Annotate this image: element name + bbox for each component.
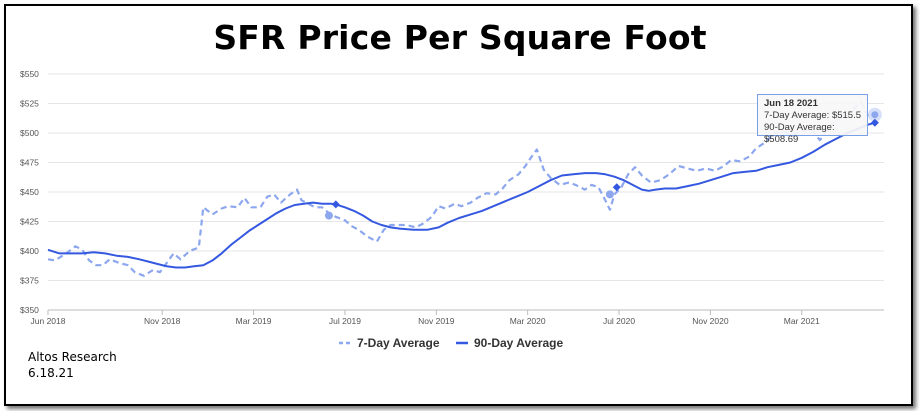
marker-layer (324, 107, 882, 220)
sample-point-7-day[interactable] (324, 211, 333, 220)
tooltip-90-day-value: 90-Day Average: $508.69 (764, 122, 835, 145)
hover-point-7-day[interactable] (871, 111, 879, 119)
chart-title: SFR Price Per Square Foot (213, 18, 707, 57)
y-tick-label: $525 (20, 99, 39, 109)
source-date: 6.18.21 (28, 366, 74, 380)
y-axis-ticks: $350 $375 $400 $425 $450 $475 $500 $525 $550 (20, 69, 39, 315)
x-tick-label: Jul 2019 (329, 316, 361, 326)
y-tick-label: $500 (20, 128, 39, 138)
hover-point-90-day[interactable] (870, 118, 879, 127)
x-axis: Jun 2018 Nov 2018 Mar 2019 Jul 2019 Nov 2019… (31, 309, 884, 326)
y-tick-label: $450 (20, 187, 39, 197)
x-tick-label: Nov 2018 (144, 316, 181, 326)
series-7-day-line[interactable] (47, 101, 876, 277)
tooltip-date: Jun 18 2021 (764, 98, 818, 109)
series-layer (47, 101, 876, 277)
legend-label-90-day[interactable]: 90-Day Average (474, 336, 563, 350)
x-tick-label: Jul 2020 (603, 316, 635, 326)
y-tick-label: $375 (20, 276, 39, 286)
x-tick-label: Nov 2020 (692, 316, 729, 326)
legend[interactable]: 7-Day Average 90-Day Average (339, 336, 563, 350)
series-90-day-line[interactable] (47, 121, 876, 269)
x-tick-label: Mar 2021 (784, 316, 820, 326)
y-tick-label: $425 (20, 217, 39, 227)
source-note: Altos Research 6.18.21 (28, 349, 117, 381)
sample-point-90-day[interactable] (331, 200, 340, 209)
x-tick-label: Nov 2019 (418, 316, 455, 326)
y-tick-label: $400 (20, 246, 39, 256)
sample-point-7-day[interactable] (605, 190, 614, 199)
sample-point-90-day[interactable] (612, 183, 621, 192)
legend-label-7-day[interactable]: 7-Day Average (357, 336, 440, 350)
y-tick-label: $350 (20, 305, 39, 315)
x-tick-label: Mar 2020 (510, 316, 546, 326)
x-tick-label: Mar 2019 (236, 316, 272, 326)
y-tick-label: $475 (20, 158, 39, 168)
gridlines (48, 73, 884, 311)
source-name: Altos Research (28, 350, 117, 364)
hover-tooltip: Jun 18 2021 7-Day Average: $515.5 90-Day… (757, 94, 868, 145)
y-tick-label: $550 (20, 69, 39, 79)
x-tick-label: Jun 2018 (31, 316, 66, 326)
tooltip-7-day-value: 7-Day Average: $515.5 (764, 110, 862, 121)
